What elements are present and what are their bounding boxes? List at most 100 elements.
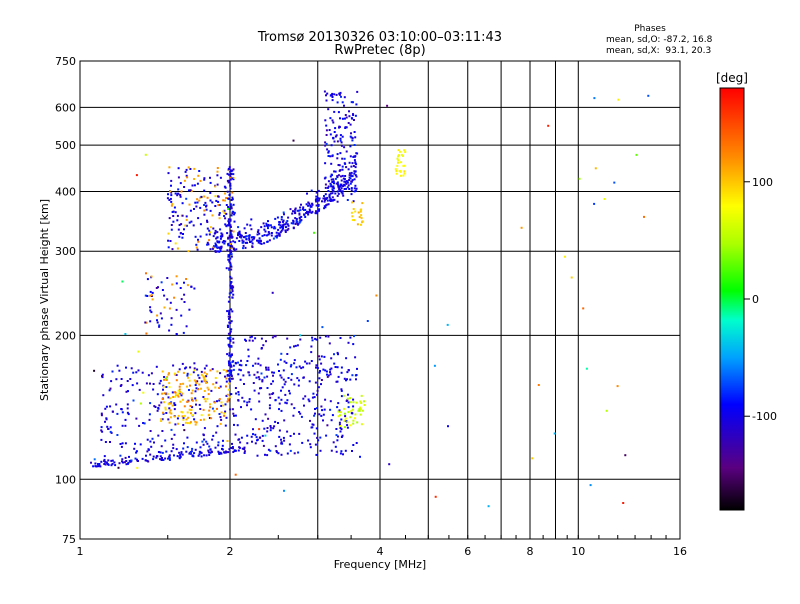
data-point <box>170 317 173 320</box>
data-point <box>228 379 231 382</box>
data-point <box>338 164 341 167</box>
data-point <box>341 190 344 193</box>
data-point <box>229 355 232 358</box>
data-point <box>174 211 177 214</box>
data-point <box>346 397 349 400</box>
data-point <box>400 153 403 156</box>
data-point <box>194 384 197 386</box>
data-point <box>304 216 307 218</box>
data-point <box>318 413 321 416</box>
data-point <box>120 445 123 448</box>
data-point <box>337 353 339 356</box>
data-point <box>167 418 170 421</box>
data-point <box>208 229 211 232</box>
data-point <box>269 224 272 227</box>
data-point <box>164 408 167 411</box>
data-point <box>314 212 317 215</box>
data-point <box>329 192 332 195</box>
data-point <box>299 338 302 341</box>
data-point <box>310 205 313 208</box>
data-point <box>197 240 200 243</box>
data-point <box>232 293 235 296</box>
data-point <box>298 365 301 368</box>
data-point <box>189 384 191 387</box>
data-point <box>179 400 182 403</box>
data-point <box>274 335 277 338</box>
data-point <box>403 164 406 167</box>
data-point <box>323 200 326 203</box>
data-point <box>162 412 165 415</box>
data-point <box>258 378 261 381</box>
data-point <box>267 417 270 420</box>
data-point <box>163 306 166 309</box>
data-point <box>229 264 232 267</box>
data-point <box>345 182 348 185</box>
data-point <box>118 369 121 372</box>
data-point <box>266 427 269 429</box>
data-point <box>208 233 211 236</box>
data-point <box>177 422 179 425</box>
data-point <box>359 408 362 411</box>
data-point <box>165 378 168 381</box>
data-point <box>232 341 235 344</box>
data-point <box>181 415 184 418</box>
data-point <box>267 231 270 233</box>
data-point <box>109 441 111 443</box>
data-point <box>232 178 235 181</box>
data-point <box>264 413 267 416</box>
data-point <box>350 101 353 104</box>
data-point <box>340 175 342 178</box>
data-point <box>238 230 241 233</box>
data-point <box>212 434 215 437</box>
data-point <box>233 414 235 417</box>
data-point <box>191 184 194 187</box>
data-point <box>337 164 340 166</box>
data-point <box>185 418 188 421</box>
data-point <box>355 175 358 178</box>
data-point <box>351 117 354 120</box>
data-point <box>215 381 218 384</box>
data-point <box>298 213 301 216</box>
data-point <box>302 366 305 369</box>
data-point <box>214 229 217 232</box>
data-point <box>150 372 153 375</box>
data-point <box>121 458 124 461</box>
data-point <box>237 373 240 376</box>
data-point <box>161 392 164 395</box>
data-point <box>249 224 252 227</box>
data-point <box>224 223 227 226</box>
data-point <box>197 217 200 220</box>
data-point <box>231 210 234 213</box>
data-point <box>110 380 113 383</box>
data-point <box>205 205 207 208</box>
data-point <box>269 429 272 432</box>
data-point <box>228 396 231 399</box>
data-point <box>177 188 180 191</box>
data-point <box>243 450 246 453</box>
data-point <box>240 406 242 409</box>
x-axis-ticks: 1 2 4 6 8 10 16 <box>77 545 688 558</box>
data-point <box>239 369 242 372</box>
data-point <box>324 186 327 189</box>
data-point <box>624 454 627 457</box>
data-point <box>169 190 172 193</box>
data-point <box>336 366 339 369</box>
data-point <box>216 183 219 186</box>
data-point <box>272 427 275 430</box>
phase-info-x: mean, sd,X: 93.1, 20.3 <box>606 46 711 56</box>
data-point <box>253 389 256 392</box>
data-point <box>161 457 163 459</box>
data-point <box>354 210 357 213</box>
data-point <box>196 368 199 371</box>
data-point <box>331 154 334 157</box>
data-point <box>333 362 336 365</box>
data-point <box>356 90 359 93</box>
data-point <box>283 439 286 442</box>
data-point <box>130 459 133 462</box>
data-point <box>262 344 265 347</box>
data-point <box>349 378 352 381</box>
data-point <box>399 150 401 153</box>
data-point <box>617 98 620 101</box>
data-point <box>248 400 251 403</box>
data-point <box>194 423 197 426</box>
